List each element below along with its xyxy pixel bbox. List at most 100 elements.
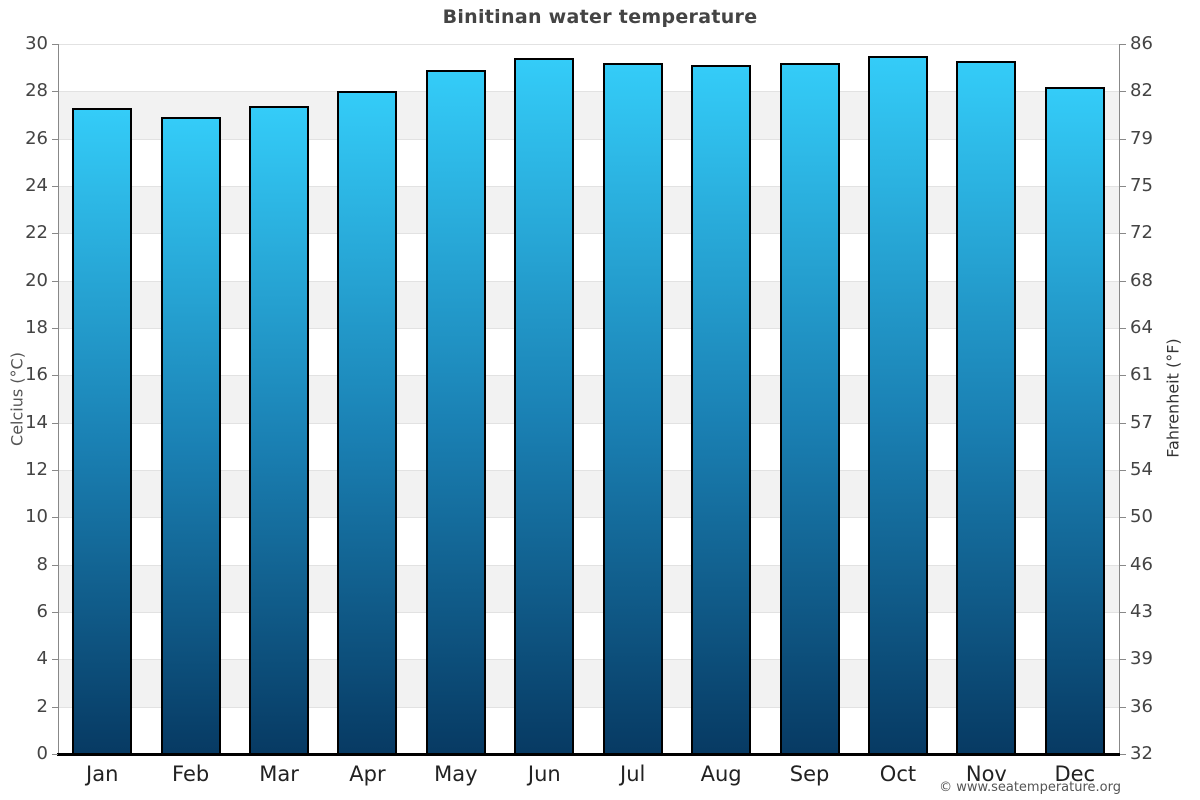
x-axis-label-jun: Jun (527, 762, 561, 786)
bar-sep (779, 62, 840, 754)
bar-aug (691, 65, 752, 754)
y-tick-label-fahrenheit: 32 (1130, 743, 1153, 765)
y-tick-label-celsius: 30 (25, 33, 48, 55)
y-tick-mark-fahrenheit (1120, 233, 1126, 235)
grid-line (58, 91, 1119, 93)
y-tick-label-celsius: 0 (36, 743, 48, 765)
y-tick-mark-celsius (52, 91, 58, 93)
x-axis-label-apr: Apr (349, 762, 386, 786)
grid-line (58, 422, 1119, 424)
y-tick-mark-celsius (52, 186, 58, 187)
bar-feb (160, 117, 221, 754)
grid-band (58, 138, 1119, 186)
y-tick-mark-fahrenheit (1120, 422, 1126, 424)
grid-band (58, 422, 1119, 470)
y-axis-label-fahrenheit: Fahrenheit (°F) (1163, 338, 1183, 458)
grid-band (58, 375, 1119, 423)
y-tick-mark-celsius (52, 564, 58, 566)
grid-line (58, 612, 1119, 613)
x-axis-label-sep: Sep (789, 762, 830, 786)
y-tick-label-celsius: 6 (36, 601, 48, 623)
grid-line (58, 328, 1119, 329)
plot-area (58, 44, 1119, 754)
x-axis-label-jul: Jul (620, 762, 646, 786)
y-tick-label-fahrenheit: 75 (1130, 175, 1153, 197)
y-tick-label-celsius: 16 (25, 364, 48, 386)
y-tick-label-fahrenheit: 72 (1130, 222, 1153, 244)
y-tick-label-fahrenheit: 68 (1130, 269, 1153, 291)
y-tick-label-fahrenheit: 82 (1130, 80, 1153, 102)
y-tick-mark-celsius (52, 659, 58, 661)
y-tick-label-fahrenheit: 64 (1130, 317, 1153, 339)
y-tick-label-celsius: 2 (36, 695, 48, 717)
grid-line (58, 138, 1119, 140)
grid-band (58, 706, 1119, 754)
y-tick-mark-fahrenheit (1120, 659, 1126, 661)
y-tick-mark-fahrenheit (1120, 186, 1126, 187)
y-tick-label-fahrenheit: 43 (1130, 601, 1153, 623)
y-tick-label-fahrenheit: 50 (1130, 506, 1153, 528)
y-tick-label-fahrenheit: 79 (1130, 127, 1153, 149)
grid-band (58, 470, 1119, 518)
grid-band (58, 659, 1119, 707)
x-axis-label-dec: Dec (1054, 762, 1096, 786)
y-tick-mark-celsius (52, 470, 58, 471)
y-tick-mark-fahrenheit (1120, 375, 1126, 377)
y-tick-label-celsius: 12 (25, 459, 48, 481)
y-tick-mark-celsius (52, 328, 58, 329)
y-tick-label-fahrenheit: 61 (1130, 364, 1153, 386)
grid-line (58, 280, 1119, 282)
chart-title: Binitinan water temperature (442, 6, 758, 28)
y-tick-mark-celsius (52, 375, 58, 377)
grid-band (58, 186, 1119, 234)
x-axis-label-aug: Aug (700, 762, 742, 786)
y-axis-line-left (58, 44, 59, 754)
grid-band (58, 280, 1119, 328)
bar-nov (956, 60, 1017, 754)
y-tick-mark-fahrenheit (1120, 517, 1126, 519)
y-tick-label-celsius: 14 (25, 411, 48, 433)
y-tick-mark-fahrenheit (1120, 328, 1126, 329)
y-tick-label-fahrenheit: 86 (1130, 33, 1153, 55)
grid-band (58, 612, 1119, 660)
x-axis-label-oct: Oct (879, 762, 917, 786)
grid-line (58, 706, 1119, 708)
y-tick-label-celsius: 26 (25, 127, 48, 149)
grid-line (58, 375, 1119, 377)
grid-band (58, 91, 1119, 139)
y-tick-label-celsius: 4 (36, 648, 48, 670)
y-tick-mark-celsius (52, 138, 58, 140)
y-tick-mark-fahrenheit (1120, 280, 1126, 282)
y-tick-mark-celsius (52, 280, 58, 282)
grid-band (58, 233, 1119, 281)
y-tick-mark-fahrenheit (1120, 754, 1126, 755)
copyright-credit: © www.seatemperature.org (939, 780, 1121, 795)
x-axis-label-may: May (434, 762, 478, 786)
y-tick-label-fahrenheit: 39 (1130, 648, 1153, 670)
y-tick-mark-celsius (52, 422, 58, 424)
y-tick-label-celsius: 24 (25, 175, 48, 197)
y-tick-label-celsius: 28 (25, 80, 48, 102)
y-tick-mark-celsius (52, 754, 58, 755)
y-tick-mark-celsius (52, 706, 58, 708)
grid-line (58, 517, 1119, 519)
y-tick-label-celsius: 20 (25, 269, 48, 291)
grid-line (58, 233, 1119, 235)
bar-jan (72, 107, 133, 754)
y-tick-mark-fahrenheit (1120, 91, 1126, 93)
y-tick-label-fahrenheit: 57 (1130, 411, 1153, 433)
grid-band (58, 328, 1119, 376)
x-axis-label-nov: Nov (965, 762, 1007, 786)
grid-line (58, 44, 1119, 45)
bar-dec (1044, 86, 1105, 754)
y-tick-mark-fahrenheit (1120, 612, 1126, 613)
bar-jun (514, 58, 575, 754)
y-tick-label-fahrenheit: 54 (1130, 459, 1153, 481)
y-tick-mark-fahrenheit (1120, 138, 1126, 140)
grid-line (58, 186, 1119, 187)
y-tick-mark-celsius (52, 517, 58, 519)
bar-mar (249, 105, 310, 754)
y-tick-label-fahrenheit: 46 (1130, 553, 1153, 575)
x-axis-label-jan: Jan (86, 762, 119, 786)
